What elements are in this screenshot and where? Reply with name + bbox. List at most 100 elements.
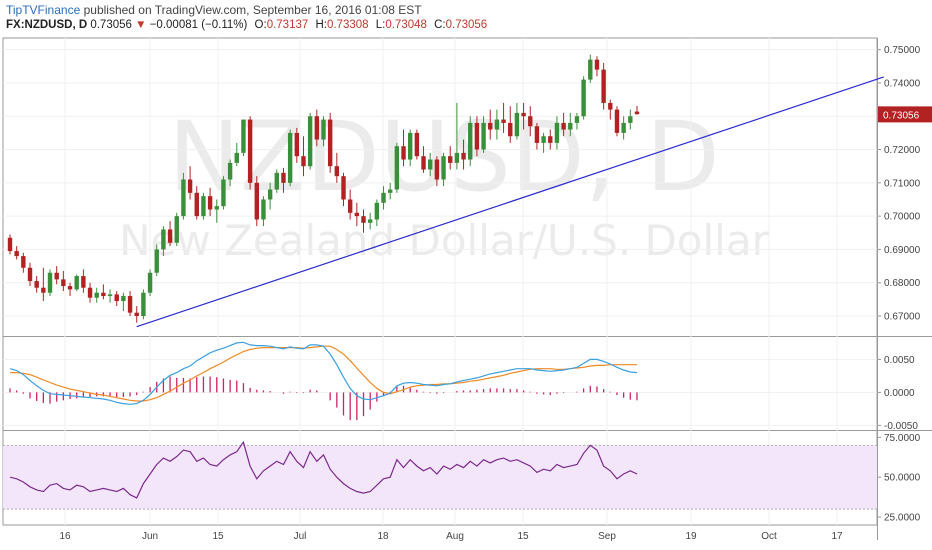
high-value: 0.73308 <box>326 19 369 31</box>
candle-body <box>234 152 239 163</box>
candle-body <box>534 126 540 143</box>
candle-body <box>628 116 633 123</box>
open-value: 0.73137 <box>266 19 309 31</box>
candle-body <box>161 229 166 250</box>
candle-body <box>341 176 346 200</box>
candle-body <box>321 119 326 140</box>
time-axis[interactable]: 16 Jun 15 Jul 18 Aug 15 Sep 19 Oct 17 <box>59 531 843 542</box>
candle-body <box>181 179 186 217</box>
candle-body <box>594 59 600 70</box>
candle-body <box>254 182 259 220</box>
x-tick-label: Oct <box>761 531 777 542</box>
candle-body <box>141 292 146 317</box>
y-tick-label: 50.0000 <box>884 473 921 484</box>
last-price: 0.73056 <box>90 19 132 31</box>
candle-body <box>601 69 606 103</box>
low-value: 0.73048 <box>385 19 427 31</box>
publisher-link[interactable]: TipTVFinance <box>6 3 81 17</box>
candle-body <box>608 102 613 110</box>
pane-frames <box>2 37 932 540</box>
y-tick-label: 0.72000 <box>884 145 921 156</box>
candle-body <box>434 159 440 180</box>
candle-body <box>588 59 593 80</box>
close-value: 0.73056 <box>445 19 488 31</box>
y-tick-label: 0.70000 <box>884 212 921 223</box>
candle-body <box>614 109 620 133</box>
macd-pane <box>3 341 877 426</box>
candle-body <box>307 116 313 167</box>
candle-body <box>528 116 533 127</box>
candle-body <box>361 216 366 223</box>
x-tick-label: 19 <box>685 531 697 542</box>
candle-body <box>107 294 113 297</box>
candle-body <box>448 156 453 163</box>
y-tick-label: 0.68000 <box>884 278 921 289</box>
candle-body <box>294 132 300 157</box>
y-tick-label: 0.67000 <box>884 312 921 323</box>
candle-body <box>401 146 406 160</box>
symbol-label[interactable]: FX:NZDUSD, D <box>6 19 88 31</box>
candle-body <box>421 156 426 170</box>
published-text: published on TradingView.com, September … <box>83 3 422 17</box>
y-tick-label: -0.0050 <box>884 421 918 432</box>
candle-body <box>301 156 306 167</box>
candle-body <box>94 292 99 298</box>
trendline[interactable] <box>136 76 884 328</box>
candle-body <box>221 179 226 207</box>
candle-body <box>374 202 380 220</box>
candle-body <box>347 199 353 213</box>
candle-body <box>147 272 153 293</box>
x-tick-label: Jun <box>142 531 158 542</box>
candle-body <box>367 219 373 223</box>
candle-body <box>568 122 573 130</box>
candle-body <box>61 279 66 287</box>
high-label: H: <box>315 19 327 31</box>
rsi-band <box>3 445 877 510</box>
candle-body <box>214 206 219 210</box>
y-tick-label: 0.74000 <box>884 78 921 89</box>
x-tick-label: 18 <box>377 531 389 542</box>
y-tick-label: 0.0000 <box>884 388 915 399</box>
candle-body <box>27 267 33 282</box>
price-axis[interactable]: 0.750000.740000.730000.720000.710000.700… <box>877 45 932 524</box>
candle-body <box>381 192 386 203</box>
last-price-tag <box>878 106 932 123</box>
candle-body <box>247 119 253 183</box>
low-label: L: <box>375 19 386 31</box>
x-tick-label: Jul <box>294 531 307 542</box>
candle-body <box>41 287 46 293</box>
candle-body <box>488 122 493 130</box>
macd-line <box>9 341 638 405</box>
candle-body <box>521 112 526 117</box>
rsi-pane <box>3 440 877 510</box>
candle-body <box>474 122 480 150</box>
candle-body <box>87 287 93 298</box>
ohlc-line: FX:NZDUSD, D 0.73056 ▼ −0.00081 (−0.11%)… <box>6 19 487 31</box>
x-tick-label: 15 <box>517 531 529 542</box>
candle-body <box>67 286 73 290</box>
price-change: −0.00081 (−0.11%) <box>149 19 248 31</box>
candle-body <box>114 294 119 302</box>
rsi-line <box>9 440 638 499</box>
candle-body <box>174 216 179 243</box>
candle-body <box>47 272 53 293</box>
candle-body <box>121 296 126 302</box>
candle-body <box>227 162 233 180</box>
candle-body <box>167 229 173 243</box>
candle-body <box>548 136 553 143</box>
publish-line: TipTVFinance published on TradingView.co… <box>6 3 422 17</box>
candle-body <box>241 119 246 153</box>
candle-body <box>581 79 586 117</box>
candle-body <box>354 212 360 217</box>
candle-body <box>74 276 79 290</box>
candle-body <box>634 111 640 115</box>
candle-body <box>394 146 400 190</box>
close-label: C: <box>434 19 446 31</box>
candle-body <box>334 166 340 177</box>
candle-body <box>461 152 466 160</box>
chart-header: TipTVFinance published on TradingView.co… <box>0 0 932 36</box>
y-tick-label: 25.0000 <box>884 513 921 524</box>
candle-body <box>54 272 59 280</box>
candlestick-series <box>7 54 640 323</box>
